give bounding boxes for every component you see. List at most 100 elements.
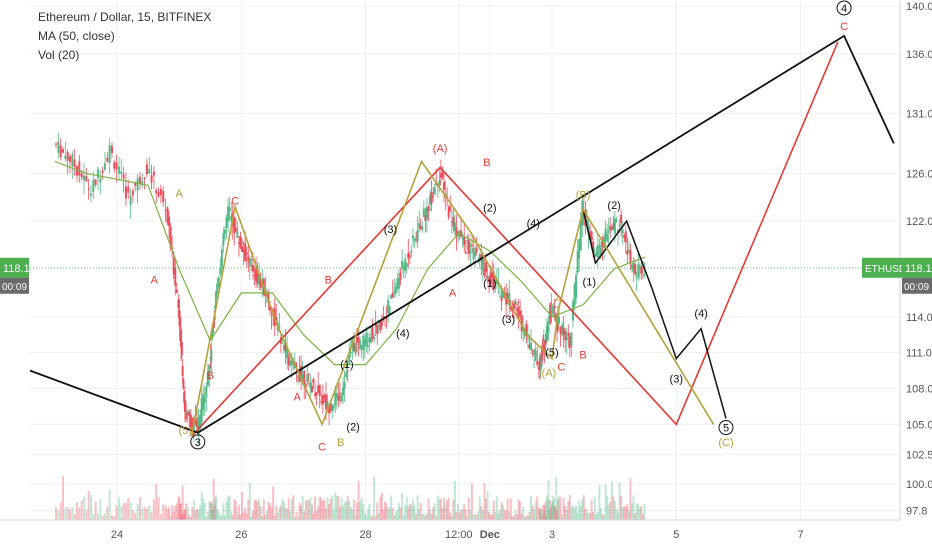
candle-body (387, 300, 390, 314)
volume-bar (343, 502, 346, 520)
volume-bar (366, 508, 369, 520)
volume-bar (269, 503, 272, 520)
volume-bar (393, 515, 396, 520)
volume-bar (85, 509, 88, 520)
volume-bar (607, 504, 610, 520)
volume-bar (354, 514, 357, 520)
volume-bar (418, 508, 421, 520)
wave-label: C (840, 21, 848, 33)
volume-bar (557, 496, 560, 520)
candle-body (472, 247, 475, 259)
candle-body (199, 414, 202, 429)
candle-body (492, 272, 495, 290)
volume-bar (348, 500, 351, 520)
symbol-title[interactable]: Ethereum / Dollar, 15, BITFINEX (38, 10, 212, 24)
black-subwave-line[interactable] (582, 209, 727, 419)
candle-body (317, 385, 320, 392)
candle-body (177, 299, 180, 309)
right-price-tag (902, 257, 932, 278)
volume-bar (248, 482, 251, 520)
volume-bar (323, 499, 326, 520)
volume-bar (452, 499, 455, 520)
volume-bar (556, 511, 559, 520)
candle-body (596, 245, 599, 258)
y-tick-label: 102.5 (906, 449, 932, 461)
volume-bar (136, 503, 139, 520)
olive-wave-line[interactable] (190, 159, 715, 437)
candle-body (627, 252, 630, 254)
volume-bar (551, 501, 554, 520)
candle-body (269, 306, 272, 311)
candle-body (505, 293, 508, 305)
wave-label: B (337, 437, 344, 449)
volume-bar (466, 516, 469, 520)
volume-bar (217, 510, 220, 520)
volume-bar (385, 503, 388, 520)
candle-body (113, 162, 116, 169)
volume-bar (371, 515, 374, 520)
volume-bar (191, 507, 194, 520)
volume-bar (338, 506, 341, 520)
candle-body (162, 191, 165, 203)
volume-bar (356, 502, 359, 520)
candle-body (413, 239, 416, 242)
candle-body (356, 337, 359, 342)
wave-label: C (557, 362, 565, 374)
candle-body (557, 317, 560, 324)
volume-bar (293, 516, 296, 520)
candle-body (120, 171, 123, 175)
volume-bar (424, 515, 427, 520)
candle-body (391, 293, 394, 298)
volume-bar (632, 495, 635, 520)
wave-label: C (231, 195, 239, 207)
volume-bar (455, 511, 458, 520)
candle-body (427, 206, 430, 212)
candle-body (215, 291, 218, 299)
candle-body (418, 223, 421, 229)
volume-bar (66, 507, 69, 520)
volume-bar (256, 501, 259, 520)
volume-bar (461, 509, 464, 520)
candle-body (309, 382, 312, 389)
black-wave-line[interactable] (29, 34, 895, 434)
volume-indicator-label[interactable]: Vol (20) (38, 48, 80, 62)
volume-bar (113, 516, 116, 520)
candle-body (463, 237, 466, 246)
candle-body (337, 394, 340, 401)
volume-bar (579, 506, 582, 520)
volume-bar (234, 500, 237, 520)
x-tick-label: 7 (798, 529, 804, 541)
candle-body (239, 236, 242, 248)
candle-body (450, 221, 453, 223)
candle-body (538, 356, 541, 370)
red-wave-line[interactable] (191, 41, 839, 437)
candle-body (530, 342, 533, 350)
candle-body (283, 344, 286, 351)
volume-bar (258, 498, 261, 520)
candle-body (159, 188, 162, 196)
candle-body (106, 157, 109, 162)
volume-bar (253, 500, 256, 520)
candle-body (539, 366, 542, 368)
volume-bar (108, 489, 111, 520)
candle-body (433, 187, 436, 195)
volume-bar (220, 515, 223, 520)
volume-bar (474, 513, 477, 520)
volume-bar (192, 500, 195, 520)
volume-bar (241, 491, 244, 520)
ma-indicator-label[interactable]: MA (50, close) (38, 29, 115, 43)
volume-bar (643, 503, 646, 520)
y-tick-label: 140.0 (906, 1, 932, 13)
candle-body (626, 250, 629, 255)
volume-bar (346, 495, 349, 520)
candle-body (550, 307, 553, 312)
candle-body (181, 366, 184, 377)
candle-body (512, 303, 515, 310)
candle-body (570, 332, 573, 347)
left-countdown-value: 00:09 (2, 282, 27, 293)
volume-bar (320, 497, 323, 520)
volume-bar (548, 509, 551, 520)
volume-bars (55, 476, 646, 520)
volume-bar (438, 499, 441, 520)
